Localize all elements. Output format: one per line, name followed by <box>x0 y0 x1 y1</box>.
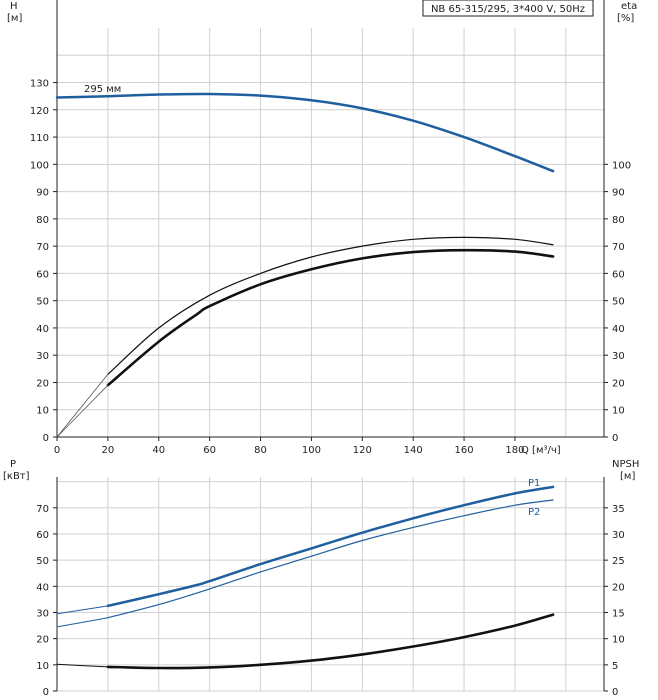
tick-label-p: 20 <box>36 635 49 646</box>
y-axis-label-p: P <box>10 459 16 470</box>
tick-label-q: 0 <box>54 445 60 456</box>
y-axis-label-h: H <box>10 1 18 12</box>
tick-label-q: 180 <box>505 445 524 456</box>
chart-title: NB 65-315/295, 3*400 V, 50Hz <box>431 4 585 15</box>
tick-label-eta: 70 <box>612 242 625 253</box>
series-label-p1: P1 <box>528 478 540 489</box>
tick-label-h: 10 <box>36 406 49 417</box>
tick-label-eta: 60 <box>612 269 625 280</box>
x-axis-label-q: Q [м³/ч] <box>521 445 561 456</box>
series-line-npsh <box>106 613 555 670</box>
title-box <box>422 0 594 17</box>
y-axis-unit-eta: [%] <box>617 13 634 24</box>
y-axis-label-eta: eta <box>621 1 637 12</box>
tick-label-h: 20 <box>36 378 49 389</box>
series-line-eta-origin-b <box>56 384 109 438</box>
tick-label-npsh: 15 <box>612 608 625 619</box>
tick-label-npsh: 25 <box>612 556 625 567</box>
tick-label-eta: 100 <box>612 160 631 171</box>
y-axis-unit-h: [м] <box>7 13 22 24</box>
tick-label-q: 20 <box>102 445 115 456</box>
series-line-npsh-extrapolated <box>56 663 109 668</box>
tick-label-q: 160 <box>455 445 474 456</box>
tick-label-q: 140 <box>404 445 423 456</box>
tick-label-h: 60 <box>36 269 49 280</box>
tick-label-npsh: 5 <box>612 661 618 672</box>
series-label-p2: P2 <box>528 507 540 518</box>
series-line-eta-thin <box>107 236 554 375</box>
series-line-h <box>55 92 555 173</box>
tick-label-h: 40 <box>36 324 49 335</box>
series-line-h-extrapolated <box>56 95 109 98</box>
tick-label-p: 0 <box>43 687 49 698</box>
tick-label-npsh: 10 <box>612 635 625 646</box>
tick-label-h: 30 <box>36 351 49 362</box>
impeller-annotation: 295 мм <box>84 84 121 95</box>
tick-label-p: 50 <box>36 556 49 567</box>
series-line-eta-origin-a <box>56 373 109 438</box>
tick-label-h: 0 <box>43 433 49 444</box>
tick-label-p: 30 <box>36 608 49 619</box>
tick-label-npsh: 35 <box>612 504 625 515</box>
series-line-p2-extrapolated <box>56 617 109 628</box>
series-lines <box>55 92 555 670</box>
tick-label-h: 50 <box>36 297 49 308</box>
tick-label-h: 110 <box>30 133 49 144</box>
tick-label-eta: 30 <box>612 351 625 362</box>
series-line-p1 <box>106 485 555 608</box>
tick-label-eta: 20 <box>612 378 625 389</box>
tick-label-p: 70 <box>36 504 49 515</box>
tick-label-eta: 10 <box>612 406 625 417</box>
tick-label-eta: 40 <box>612 324 625 335</box>
tick-label-eta: 90 <box>612 188 625 199</box>
tick-label-npsh: 20 <box>612 582 625 593</box>
tick-label-npsh: 0 <box>612 687 618 698</box>
series-line-eta-thick <box>106 248 555 387</box>
bottom-panel-grid <box>56 477 604 692</box>
tick-label-q: 80 <box>254 445 267 456</box>
y-axis-unit-npsh: [м] <box>620 471 635 482</box>
tick-label-eta: 80 <box>612 215 625 226</box>
tick-labels: 0102030405060708090100110120130010203040… <box>30 79 631 698</box>
tick-label-p: 40 <box>36 582 49 593</box>
tick-label-eta: 50 <box>612 297 625 308</box>
tick-label-h: 130 <box>30 79 49 90</box>
tick-label-h: 90 <box>36 188 49 199</box>
tick-label-p: 60 <box>36 530 49 541</box>
tick-label-h: 80 <box>36 215 49 226</box>
series-line-p1-extrapolated <box>56 605 109 615</box>
tick-label-h: 100 <box>30 160 49 171</box>
axes <box>53 0 608 692</box>
tick-label-h: 70 <box>36 242 49 253</box>
tick-label-npsh: 30 <box>612 530 625 541</box>
tick-label-q: 120 <box>353 445 372 456</box>
series-line-p2 <box>107 499 554 619</box>
tick-label-eta: 0 <box>612 433 618 444</box>
tick-label-q: 100 <box>302 445 321 456</box>
y-axis-unit-p: [кВт] <box>3 471 30 482</box>
tick-label-p: 10 <box>36 661 49 672</box>
tick-label-h: 120 <box>30 106 49 117</box>
tick-label-q: 40 <box>152 445 165 456</box>
y-axis-label-npsh: NPSH <box>612 459 639 470</box>
tick-label-q: 60 <box>203 445 216 456</box>
